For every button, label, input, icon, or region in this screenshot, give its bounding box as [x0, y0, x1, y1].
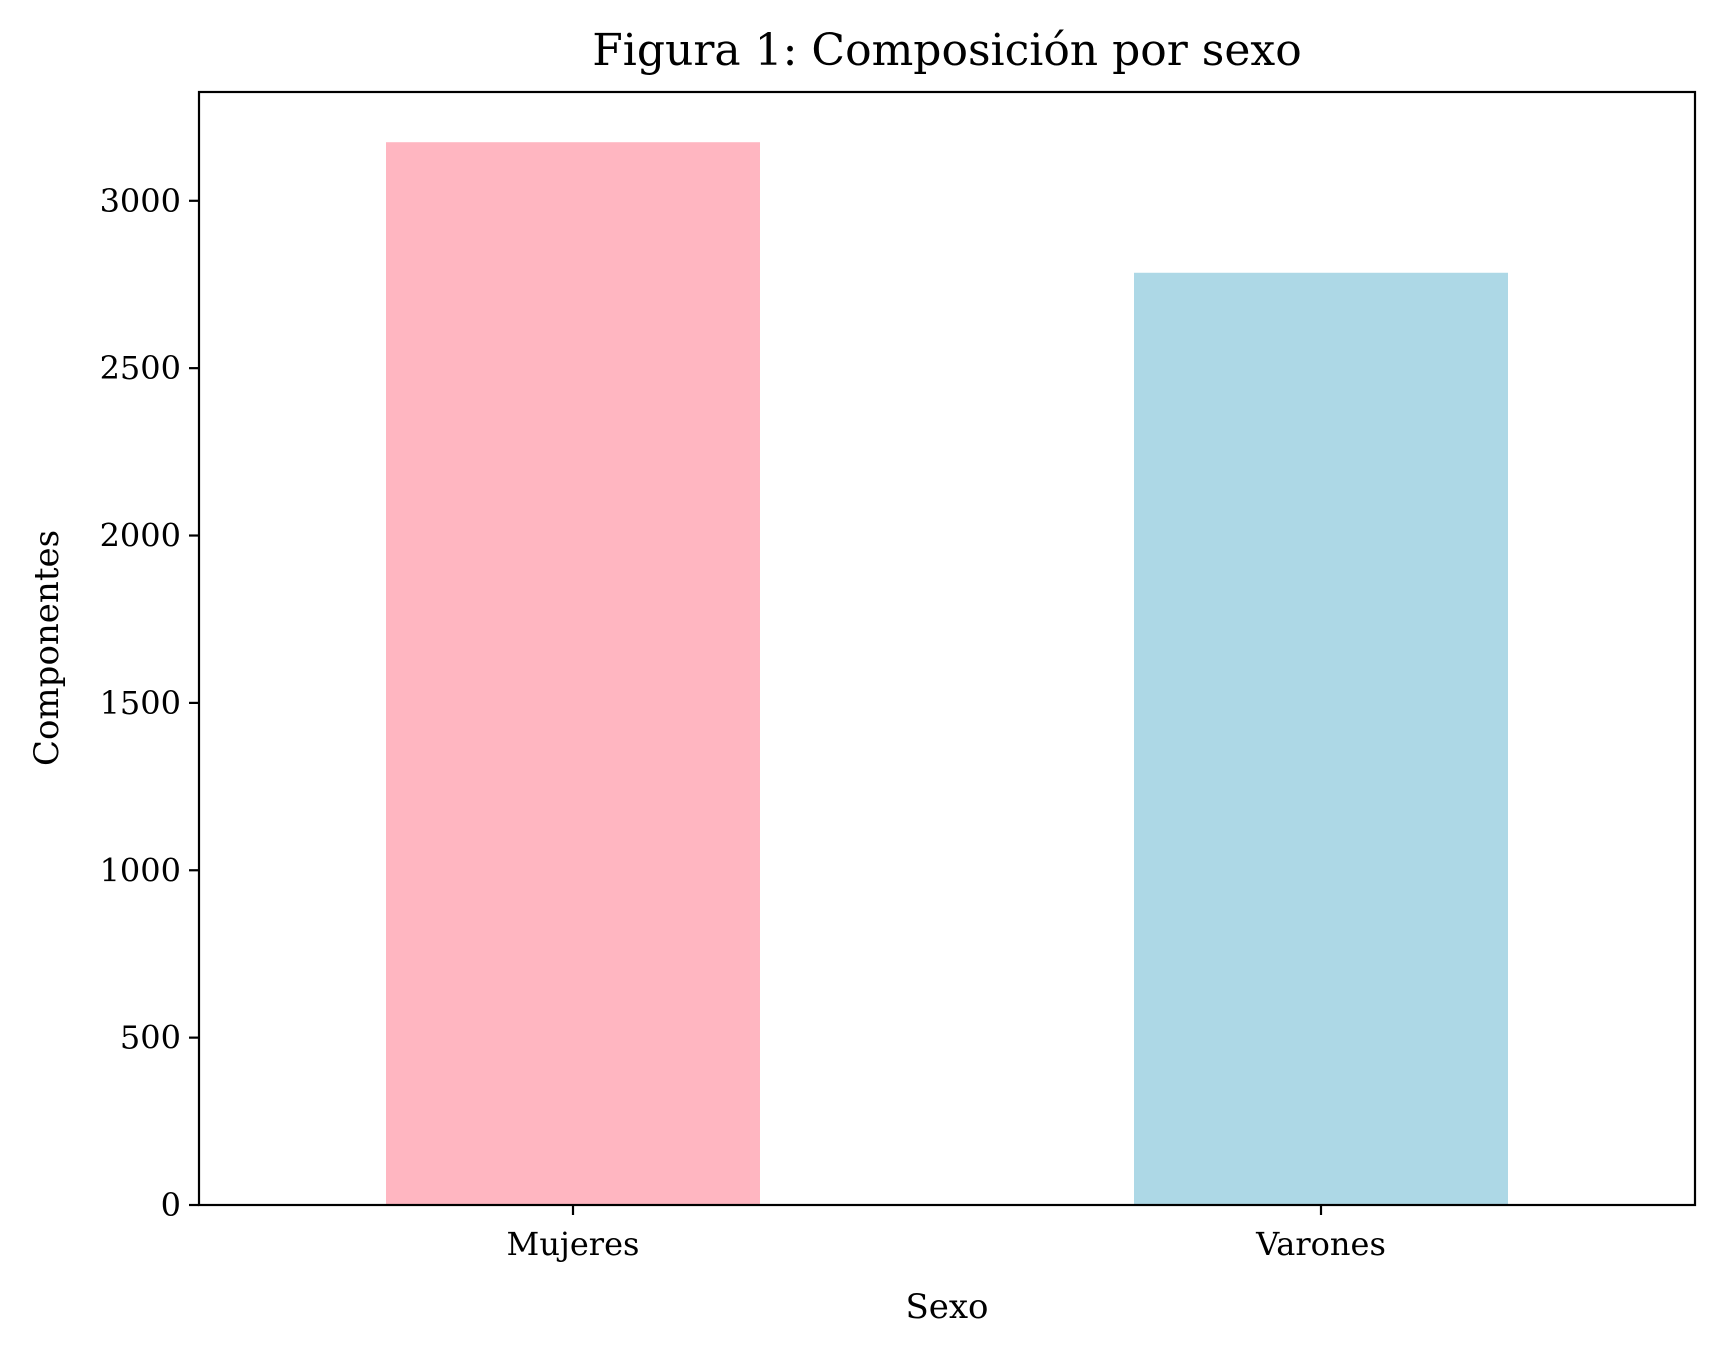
- x-tick-label: Varones: [1255, 1225, 1386, 1263]
- y-tick-label: 2000: [100, 517, 181, 555]
- x-tick-label: Mujeres: [507, 1225, 640, 1263]
- bars-group: [386, 142, 1508, 1205]
- y-axis-label: Componentes: [27, 530, 67, 766]
- x-axis: Mujeres Varones: [507, 1205, 1386, 1263]
- y-tick-label: 1000: [100, 851, 181, 889]
- y-tick-label: 2500: [100, 349, 181, 387]
- plot-frame: [197, 90, 1697, 1207]
- x-axis-label: Sexo: [905, 1287, 988, 1327]
- bar-mujeres: [386, 142, 760, 1205]
- chart-title: Figura 1: Composición por sexo: [592, 25, 1301, 76]
- y-tick-label: 500: [120, 1019, 181, 1057]
- bar-varones: [1134, 272, 1508, 1205]
- y-tick-label: 0: [161, 1186, 181, 1224]
- y-tick-label: 3000: [100, 182, 181, 220]
- y-axis: 0 500 1000 1500 2000 2500 3000: [100, 182, 199, 1224]
- y-tick-label: 1500: [100, 684, 181, 722]
